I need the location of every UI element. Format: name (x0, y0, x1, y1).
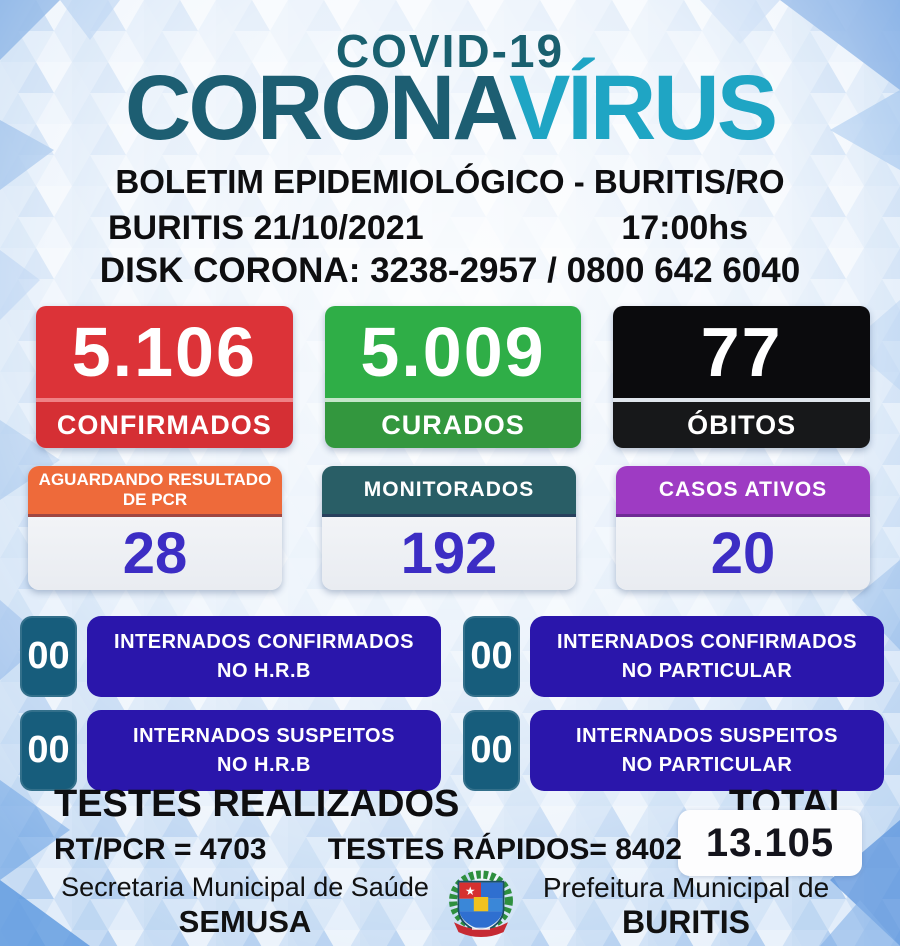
card-divider (36, 398, 293, 402)
main-title-corona: CORONA (124, 57, 512, 159)
hospitalized-label-line1: INTERNADOS SUSPEITOS (133, 724, 395, 747)
monitorados-body: 192 (322, 517, 576, 590)
obitos-value: 77 (613, 306, 871, 398)
hospitalized-label-line2: NO H.R.B (217, 659, 311, 682)
casos-ativos-label: CASOS ATIVOS (658, 478, 828, 501)
card-casos-ativos: CASOS ATIVOS 20 (616, 466, 870, 590)
confirmados-label: CONFIRMADOS (36, 402, 293, 448)
hospitalized-label-line1: INTERNADOS CONFIRMADOS (114, 630, 414, 653)
covid-title: COVID-19 (335, 25, 565, 77)
hospitalized-item-confirmados-particular: 00 INTERNADOS CONFIRMADOS NO PARTICULAR (463, 616, 884, 697)
report-time: 17:00hs (621, 209, 748, 247)
hospitalized-label: INTERNADOS CONFIRMADOS NO PARTICULAR (530, 616, 884, 697)
card-curados: 5.009 CURADOS (324, 306, 582, 448)
card-monitorados: MONITORADOS 192 (322, 466, 576, 590)
aguardando-pcr-label-line2: DE PCR (122, 490, 188, 509)
monitorados-label: MONITORADOS (363, 478, 535, 501)
hospitalized-item-suspeitos-particular: 00 INTERNADOS SUSPEITOS NO PARTICULAR (463, 710, 884, 791)
hospitalized-count-badge: 00 (20, 710, 77, 791)
prefeitura-text: Prefeitura Municipal de (542, 871, 830, 903)
hospitalized-label-line1: INTERNADOS SUSPEITOS (576, 724, 838, 747)
hospitalized-label-line2: NO H.R.B (217, 753, 311, 776)
hospitalized-item-suspeitos-hrb: 00 INTERNADOS SUSPEITOS NO H.R.B (20, 710, 441, 791)
aguardando-pcr-label-line1: AGUARDANDO RESULTADO (38, 469, 272, 489)
aguardando-pcr-body: 28 (28, 517, 282, 590)
hospitalized-label: INTERNADOS SUSPEITOS NO PARTICULAR (530, 710, 884, 791)
footer-health-department: Secretaria Municipal de Saúde SEMUSA (59, 872, 431, 940)
semusa-text: SEMUSA (178, 904, 312, 939)
tests-title-row: TESTES REALIZADOS TOTAL (54, 783, 852, 826)
total-value: 13.105 (705, 820, 835, 865)
monitorados-header: MONITORADOS (322, 466, 576, 517)
hospitalized-label: INTERNADOS SUSPEITOS NO H.R.B (87, 710, 441, 791)
total-value-box: 13.105 (678, 810, 862, 876)
rapid-tests-stat: TESTES RÁPIDOS= 8402 (327, 833, 682, 866)
footer: Secretaria Municipal de Saúde SEMUSA ★ P… (0, 870, 900, 942)
confirmados-value: 5.106 (36, 306, 293, 398)
casos-ativos-header: CASOS ATIVOS (616, 466, 870, 517)
hospitalized-label-line2: NO PARTICULAR (621, 753, 793, 776)
casos-ativos-body: 20 (616, 517, 870, 590)
hospitalized-grid: 00 INTERNADOS CONFIRMADOS NO H.R.B 00 IN… (20, 616, 884, 791)
curados-label: CURADOS (324, 402, 582, 448)
main-title-virus: VÍRUS (508, 57, 778, 159)
main-title: CORONAVÍRUS (0, 62, 900, 154)
bulletin-subtitle: BOLETIM EPIDEMIOLÓGICO - BURITIS/RO (115, 163, 785, 200)
rt-pcr-stat: RT/PCR = 4703 (54, 833, 267, 866)
card-obitos: 77 ÓBITOS (613, 306, 871, 448)
status-cards: AGUARDANDO RESULTADO DE PCR 28 MONITORAD… (28, 466, 870, 590)
aguardando-pcr-value: 28 (122, 521, 188, 586)
hospitalized-count-badge: 00 (20, 616, 77, 697)
card-aguardando-pcr: AGUARDANDO RESULTADO DE PCR 28 (28, 466, 282, 590)
aguardando-pcr-header: AGUARDANDO RESULTADO DE PCR (28, 466, 282, 517)
buritis-text: BURITIS (622, 903, 750, 940)
svg-text:★: ★ (465, 884, 475, 898)
tests-section-title: TESTES REALIZADOS (54, 783, 460, 825)
tests-stats-row: RT/PCR = 4703 TESTES RÁPIDOS= 8402 (54, 833, 682, 867)
city-date: BURITIS 21/10/2021 (108, 209, 424, 247)
hospitalized-label-line2: NO PARTICULAR (621, 659, 793, 682)
hospitalized-item-confirmados-hrb: 00 INTERNADOS CONFIRMADOS NO H.R.B (20, 616, 441, 697)
casos-ativos-value: 20 (710, 521, 776, 586)
monitorados-value: 192 (400, 521, 498, 586)
hospitalized-count-badge: 00 (463, 616, 520, 697)
hospitalized-label: INTERNADOS CONFIRMADOS NO H.R.B (87, 616, 441, 697)
card-confirmados: 5.106 CONFIRMADOS (36, 306, 293, 448)
card-divider (324, 398, 582, 402)
card-divider (613, 398, 871, 402)
hotline: DISK CORONA: 3238-2957 / 0800 642 6040 (99, 251, 801, 290)
curados-value: 5.009 (324, 306, 582, 398)
footer-municipality: Prefeitura Municipal de BURITIS (531, 872, 841, 941)
hospitalized-label-line1: INTERNADOS CONFIRMADOS (557, 630, 857, 653)
hospitalized-count-badge: 00 (463, 710, 520, 791)
buritis-coat-of-arms-logo: ★ (449, 870, 513, 938)
summary-cards: 5.106 CONFIRMADOS 5.009 CURADOS 77 ÓBITO… (36, 306, 871, 448)
date-line: BURITIS 21/10/2021 17:00hs (108, 209, 748, 248)
obitos-label: ÓBITOS (613, 402, 871, 448)
secretaria-text: Secretaria Municipal de Saúde (61, 872, 429, 902)
